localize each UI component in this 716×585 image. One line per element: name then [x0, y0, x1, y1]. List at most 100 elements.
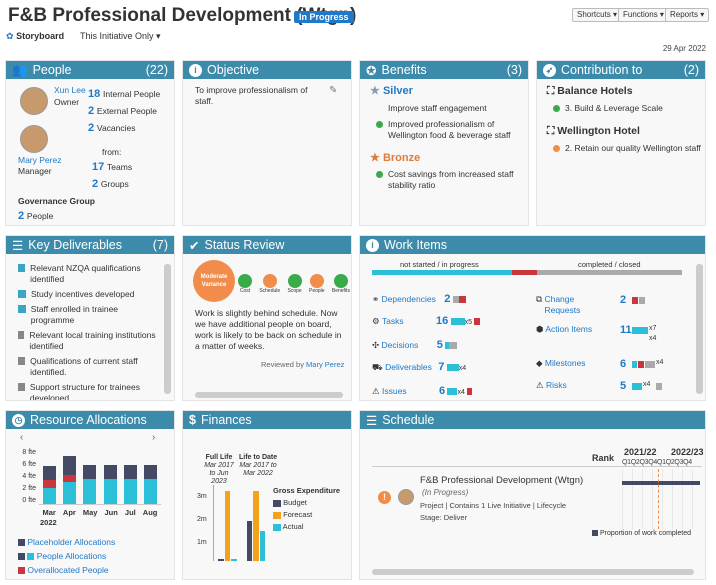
bar-apr[interactable]: [62, 456, 76, 504]
reports-button[interactable]: Reports ▾: [665, 8, 710, 22]
finances-header[interactable]: $ Finances: [183, 411, 351, 429]
bar-actual-full[interactable]: [231, 559, 237, 561]
benefits-count: (3): [506, 63, 522, 77]
xtick: Apr: [62, 508, 76, 517]
status-badge: In Progress: [294, 11, 354, 23]
org-name[interactable]: Wellington Hotel: [557, 125, 640, 137]
stat-num: 18: [88, 88, 101, 100]
finance-legend: Gross Expenditure Budget Forecast Actual: [273, 485, 340, 533]
status-header[interactable]: ✔ Status Review: [183, 236, 351, 254]
work-header[interactable]: i Work Items: [360, 236, 705, 254]
manager-name[interactable]: Mary Perez: [18, 155, 62, 165]
contribution-count: (2): [683, 63, 699, 77]
stat-label: Vacancies: [96, 123, 136, 133]
work-row[interactable]: ⧉ Change Requests 2: [536, 294, 696, 324]
deliverables-header[interactable]: ☰ Key Deliverables (7): [6, 236, 174, 254]
legend-item[interactable]: People Allocations: [18, 549, 115, 563]
deliverable-item[interactable]: Staff enrolled in trainee programme: [18, 304, 160, 326]
storyboard-link[interactable]: ✿ Storyboard: [6, 31, 64, 42]
filter-dropdown[interactable]: This Initiative Only ▾: [80, 31, 161, 41]
legend-item[interactable]: Actual: [273, 521, 340, 533]
deliverable-square-icon: [18, 305, 26, 313]
resource-header[interactable]: ◷ Resource Allocations: [6, 411, 174, 429]
objective-item[interactable]: 3. Build & Leverage Scale: [565, 103, 663, 113]
work-row[interactable]: ⚙ Tasks 16 x5: [372, 310, 532, 334]
objective-item[interactable]: 2. Retain our quality Wellington staff: [565, 143, 701, 153]
bar-jun[interactable]: [103, 465, 117, 504]
owner-avatar[interactable]: [20, 87, 48, 115]
benefit-text: Cost savings from increased staff stabil…: [388, 169, 514, 190]
bar-forecast-ltd[interactable]: [253, 491, 259, 561]
deliverable-item[interactable]: Study incentives developed: [18, 289, 160, 300]
from-label: from:: [102, 147, 122, 157]
bar-actual-ltd[interactable]: [259, 531, 265, 561]
work-row[interactable]: ⚭ Dependencies 2: [372, 288, 532, 310]
legend-item[interactable]: Forecast: [273, 509, 340, 521]
bar-aug[interactable]: [144, 465, 158, 504]
legend-item[interactable]: Overallocated People: [18, 563, 115, 577]
status-text: Work is slightly behind schedule. Now we…: [195, 308, 342, 351]
functions-button[interactable]: Functions ▾: [618, 8, 669, 22]
ytick: 8 fte: [22, 449, 36, 456]
work-row[interactable]: ⚠ Issues 6 x4: [372, 380, 532, 404]
objective-header[interactable]: i Objective: [183, 61, 351, 79]
bar-jul[interactable]: [123, 465, 137, 504]
manager-avatar[interactable]: [20, 125, 48, 153]
mini-bar: [632, 327, 648, 334]
resource-yaxis: 8 fte 6 fte 4 fte 2 fte 0 fte: [10, 447, 36, 507]
benefit-item[interactable]: Improve staff engagement: [388, 103, 487, 113]
deliverable-item[interactable]: Relevant NZQA qualifications identified: [18, 263, 160, 285]
owner-avatar[interactable]: [398, 489, 414, 505]
resource-title: Resource Allocations: [30, 413, 147, 427]
edit-pencil-icon[interactable]: ✎: [329, 85, 338, 96]
shortcuts-button[interactable]: Shortcuts ▾: [572, 8, 623, 22]
legend-item[interactable]: Placeholder Allocations: [18, 535, 115, 549]
next-arrow-icon[interactable]: ›: [152, 432, 156, 443]
work-row[interactable]: ⬢ Action Items 11 x7 x4: [536, 324, 696, 358]
info-icon: i: [189, 63, 202, 77]
dim-scope: Scope: [287, 274, 302, 294]
contribution-panel: ➶ Contribution to (2) ⛶ Balance Hotels 3. …: [536, 60, 706, 226]
scrollbar[interactable]: [696, 264, 703, 394]
schedule-item-name[interactable]: F&B Professional Development (Wtgn): [420, 475, 584, 486]
people-header[interactable]: 👥 People (22): [6, 61, 174, 79]
bar-mar[interactable]: [42, 466, 56, 504]
scrollbar[interactable]: [372, 569, 694, 575]
work-row[interactable]: ✣ Decisions 5: [372, 334, 532, 356]
resource-panel: ◷ Resource Allocations ‹ › 8 fte 6 fte 4 ft…: [5, 410, 175, 580]
schedule-header[interactable]: ☰ Schedule: [360, 411, 705, 429]
year-label: 2022: [40, 518, 57, 527]
benefits-header[interactable]: ✪ Benefits (3): [360, 61, 528, 79]
org-name[interactable]: Balance Hotels: [557, 85, 633, 97]
gantt-bar[interactable]: [622, 481, 700, 485]
bar-forecast-full[interactable]: [224, 491, 230, 561]
rank-label: Rank: [592, 453, 615, 463]
bar-overdue: [512, 270, 537, 275]
prev-arrow-icon[interactable]: ‹: [20, 432, 24, 443]
stat-num: 2: [92, 178, 99, 190]
bar-may[interactable]: [83, 465, 97, 504]
legend-item[interactable]: Budget: [273, 497, 340, 509]
deliverable-label: Qualifications of current staff identifi…: [30, 356, 138, 377]
work-count: 7: [438, 361, 445, 373]
scrollbar[interactable]: [164, 264, 171, 394]
bar-budget-ltd[interactable]: [246, 521, 252, 561]
bar-budget-full[interactable]: [218, 559, 224, 561]
benefit-item[interactable]: Cost savings from increased staff stabil…: [376, 169, 526, 191]
gantt-icon: ☰: [366, 413, 378, 428]
scrollbar[interactable]: [195, 392, 343, 398]
org-icon: ⛶: [547, 125, 555, 137]
owner-name[interactable]: Xun Lee: [54, 85, 86, 95]
mini-bar: [632, 361, 637, 368]
contribution-header[interactable]: ➶ Contribution to (2): [537, 61, 705, 79]
work-row[interactable]: ⛟ Deliverables 7 x4: [372, 356, 532, 380]
deliverable-item[interactable]: Support structure for trainees developed: [18, 382, 160, 400]
work-row[interactable]: ⚠ Risks 5 x4: [536, 380, 696, 402]
reviewer-name[interactable]: Mary Perez: [306, 360, 345, 369]
work-row[interactable]: ◆ Milestones 6 x4: [536, 358, 696, 380]
status-dims: Cost Schedule Scope People Benefits: [238, 274, 350, 294]
deliverable-item[interactable]: Relevant local training institutions ide…: [18, 330, 160, 352]
benefit-item[interactable]: Improved professionalism of Wellington f…: [376, 119, 526, 141]
deliverable-item[interactable]: Qualifications of current staff identifi…: [18, 356, 160, 378]
deliverables-panel: ☰ Key Deliverables (7) Relevant NZQA quali…: [5, 235, 175, 401]
